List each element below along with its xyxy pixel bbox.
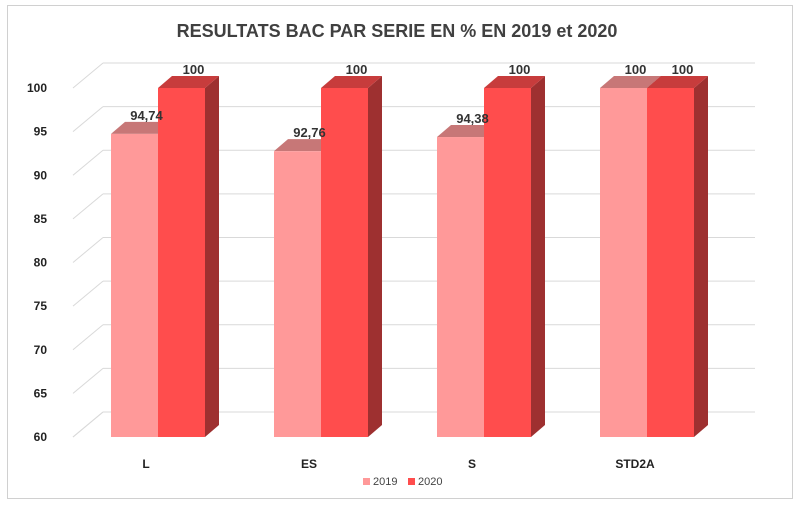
bar-top: [321, 76, 382, 88]
y-axis: 60 65 70 75 80 85 90 95 100: [27, 81, 47, 444]
legend-swatch: [363, 478, 370, 485]
bar-side: [531, 76, 545, 437]
y-tick-label: 80: [34, 256, 48, 270]
gridline-diag: [72, 193, 104, 220]
y-tick-label: 65: [34, 386, 48, 400]
gridline-diag: [72, 237, 104, 263]
y-tick-label: 100: [27, 81, 47, 95]
y-tick-label: 85: [34, 212, 48, 226]
gridline-diag: [72, 62, 104, 89]
bar-top: [274, 139, 335, 152]
bar-side: [694, 76, 708, 437]
bar-front: [484, 88, 531, 437]
bar-front: [158, 88, 205, 437]
bar: [158, 76, 219, 437]
bar-front: [321, 88, 368, 437]
data-label: 94,74: [130, 108, 163, 123]
data-label: 100: [672, 62, 694, 77]
data-label: 94,38: [456, 111, 489, 126]
data-label: 100: [509, 62, 531, 77]
data-labels: 94,74 100 92,76 100 94,38 100 100 100: [130, 62, 693, 140]
gridline-diag: [72, 280, 104, 307]
legend-label: 2019: [373, 476, 397, 488]
data-label: 100: [183, 62, 205, 77]
bar-front: [647, 88, 694, 437]
x-tick-label: ES: [301, 457, 317, 471]
bar-top: [600, 76, 661, 88]
legend-label: 2020: [418, 476, 442, 488]
bar-front: [274, 151, 321, 437]
x-tick-label: S: [468, 457, 476, 471]
x-tick-label: STD2A: [615, 457, 655, 471]
bars: [111, 76, 708, 438]
y-tick-label: 60: [34, 430, 48, 444]
y-tick-label: 75: [34, 299, 48, 313]
bar-top: [111, 121, 172, 134]
chart-title: RESULTATS BAC PAR SERIE EN % EN 2019 et …: [177, 21, 618, 41]
bar-side: [205, 76, 219, 437]
gridline-diag: [72, 324, 104, 351]
x-tick-label: L: [142, 457, 149, 471]
legend-swatch: [408, 478, 415, 485]
bar-front: [437, 137, 484, 438]
gridline-diag: [72, 106, 104, 133]
data-label: 100: [625, 62, 647, 77]
y-tick-label: 95: [34, 125, 48, 139]
bar-front: [600, 88, 647, 437]
gridline-diag: [72, 367, 104, 394]
floor-line: [72, 411, 104, 438]
bar: [484, 76, 545, 437]
legend: 2019 2020: [363, 476, 442, 488]
bar-front: [111, 133, 158, 437]
bar-top: [484, 76, 545, 88]
bar-top: [437, 125, 498, 138]
bar-top: [158, 76, 219, 88]
bar: [321, 76, 382, 437]
gridline-diag: [72, 149, 104, 176]
data-label: 100: [346, 62, 368, 77]
y-tick-label: 70: [34, 343, 48, 357]
x-axis: L ES S STD2A: [142, 457, 655, 471]
data-label: 92,76: [293, 125, 326, 140]
bar-top: [647, 76, 708, 88]
y-tick-label: 90: [34, 168, 48, 182]
bar-side: [368, 76, 382, 437]
bar: [647, 76, 708, 437]
